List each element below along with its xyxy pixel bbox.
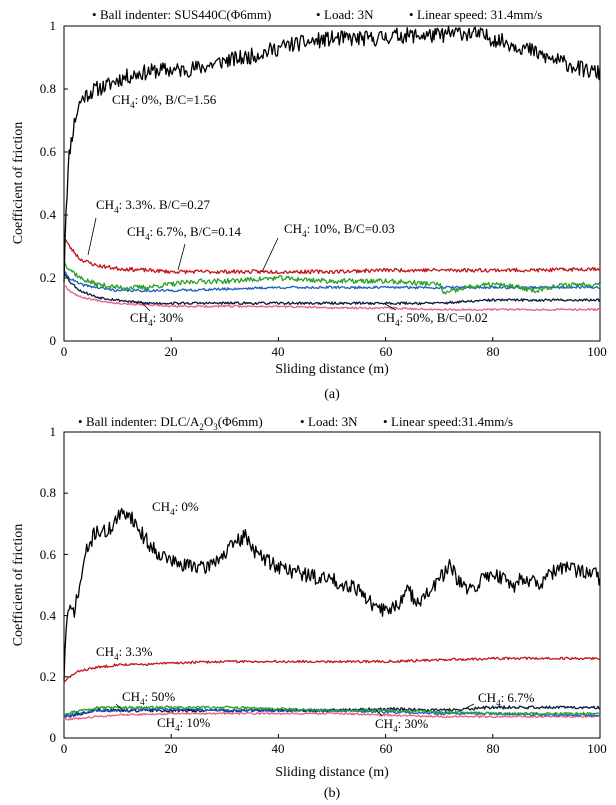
series-group-b xyxy=(63,507,601,721)
series-line-a-ch4-50-b-c-0-02 xyxy=(63,284,601,312)
header-item-b-indenter: Ball indenter: DLC/A2O3(Φ6mm) xyxy=(86,414,263,432)
y-tick-label-b-4: 0.8 xyxy=(40,485,56,500)
y-axis-a: 0 0.2 0.4 0.6 0.8 1 xyxy=(40,18,57,348)
x-tick-label-b-1: 20 xyxy=(165,741,178,756)
series-line-a-ch4-0-b-c-1-56 xyxy=(63,26,601,283)
header-bullet-a-1: • xyxy=(92,7,97,22)
x-tick-label-a-0: 0 xyxy=(61,344,68,359)
x-tick-label-b-0: 0 xyxy=(61,741,68,756)
x-tick-label-a-2: 40 xyxy=(272,344,285,359)
x-axis-b: 0 20 40 60 80 100 xyxy=(61,741,607,756)
y-tick-label-b-1: 0.2 xyxy=(40,669,56,684)
series-line-b-ch4-30- xyxy=(63,711,601,721)
leader-b-10 xyxy=(185,708,196,713)
annotation-b-ch4-0: CH4: 0% xyxy=(152,499,199,517)
annotation-a-ch4-50: CH4: 50%, B/C=0.02 xyxy=(377,310,488,328)
y-tick-label-b-3: 0.6 xyxy=(40,547,57,562)
x-tick-label-a-3: 60 xyxy=(380,344,393,359)
header-item-a-indenter: Ball indenter: SUS440C(Φ6mm) xyxy=(100,7,271,22)
header-item-b-speed: Linear speed:31.4mm/s xyxy=(391,414,513,429)
y-tick-label-b-2: 0.4 xyxy=(40,608,57,623)
series-line-a-ch4-30- xyxy=(63,272,601,306)
y-axis-label-a: Coefficient of friction xyxy=(11,122,26,245)
annotation-b-ch4-3-3: CH4: 3.3% xyxy=(96,644,153,662)
x-tick-label-b-3: 60 xyxy=(380,741,393,756)
series-line-b-ch4-3-3- xyxy=(63,656,600,684)
series-line-a-ch4-10-b-c-0-03 xyxy=(63,271,601,293)
y-tick-label-a-1: 0.2 xyxy=(40,270,56,285)
x-tick-label-b-2: 40 xyxy=(272,741,285,756)
leader-a-30 xyxy=(139,300,151,312)
panel-b: • Ball indenter: DLC/A2O3(Φ6mm) • Load: … xyxy=(11,414,607,801)
header-item-a-load: Load: 3N xyxy=(324,7,374,22)
header-bullet-a-3: • xyxy=(409,7,414,22)
x-axis-a: 0 20 40 60 80 100 xyxy=(61,344,607,359)
series-line-a-ch4-6-7-b-c-0-14 xyxy=(63,262,601,295)
y-tick-label-a-3: 0.6 xyxy=(40,144,57,159)
x-tick-label-a-1: 20 xyxy=(165,344,178,359)
leader-b-30 xyxy=(375,709,383,717)
panel-label-b: (b) xyxy=(324,786,341,801)
header-item-b-load: Load: 3N xyxy=(308,414,358,429)
x-axis-label-b: Sliding distance (m) xyxy=(275,765,389,780)
x-tick-label-b-5: 100 xyxy=(587,741,607,756)
header-item-a-speed: Linear speed: 31.4mm/s xyxy=(417,7,542,22)
annotation-a-ch4-3-3: CH4: 3.3%. B/C=0.27 xyxy=(96,197,211,215)
leader-b-6-7 xyxy=(465,703,475,709)
y-axis-label-b: Coefficient of friction xyxy=(11,524,26,647)
header-bullet-b-2: • xyxy=(300,414,305,429)
leader-b-50 xyxy=(115,703,125,713)
header-bullet-a-2: • xyxy=(316,7,321,22)
x-tick-label-b-4: 80 xyxy=(487,741,500,756)
header-bullet-b-1: • xyxy=(78,414,83,429)
series-line-b-ch4-50- xyxy=(63,705,600,716)
y-axis-b: 0 0.2 0.4 0.6 0.8 1 xyxy=(40,424,57,745)
x-axis-label-a: Sliding distance (m) xyxy=(275,362,389,377)
panel-label-a: (a) xyxy=(324,387,340,402)
annotation-a-ch4-30: CH4: 30% xyxy=(130,310,183,328)
series-line-b-ch4-0- xyxy=(63,507,601,681)
annotation-a-ch4-6-7: CH4: 6.7%, B/C=0.14 xyxy=(127,224,242,242)
series-line-a-ch4-3-3-b-c-0-27 xyxy=(63,237,601,275)
leader-a-10 xyxy=(261,237,279,273)
panel-a: • Ball indenter: SUS440C(Φ6mm) • Load: 3… xyxy=(11,7,607,402)
plot-frame-a xyxy=(63,25,601,342)
y-tick-label-a-0: 0 xyxy=(50,333,57,348)
x-tick-label-a-4: 80 xyxy=(487,344,500,359)
annotation-a-ch4-0: CH4: 0%, B/C=1.56 xyxy=(112,92,217,110)
leader-a-3-3 xyxy=(87,217,97,256)
x-tick-label-a-5: 100 xyxy=(587,344,607,359)
annotation-b-ch4-10: CH4: 10% xyxy=(157,715,210,733)
series-group-a xyxy=(63,26,601,312)
annotation-b-ch4-50: CH4: 50% xyxy=(122,689,175,707)
annotation-a-ch4-10: CH4: 10%, B/C=0.03 xyxy=(284,221,395,239)
y-tick-label-a-2: 0.4 xyxy=(40,207,57,222)
annotation-b-ch4-30: CH4: 30% xyxy=(375,716,428,734)
plot-frame-b xyxy=(63,431,601,739)
y-tick-label-b-0: 0 xyxy=(50,730,57,745)
leader-a-6-7 xyxy=(177,243,186,271)
y-tick-label-a-5: 1 xyxy=(50,18,57,33)
header-bullet-b-3: • xyxy=(383,414,388,429)
y-tick-label-b-5: 1 xyxy=(50,424,57,439)
y-tick-label-a-4: 0.8 xyxy=(40,81,56,96)
annotation-b-ch4-6-7: CH4: 6.7% xyxy=(478,690,535,708)
leader-a-50 xyxy=(384,303,397,311)
